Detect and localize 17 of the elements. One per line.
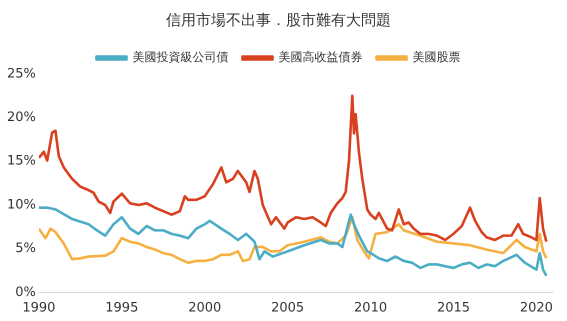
legend-label: 美國高收益債券 xyxy=(278,50,362,64)
x-tick-label: 2020 xyxy=(520,300,553,316)
legend-label: 美國股票 xyxy=(412,50,460,64)
x-tick-label: 2000 xyxy=(188,300,222,316)
x-tick-label: 1990 xyxy=(22,300,56,316)
y-tick-label: 25% xyxy=(6,66,36,82)
y-tick-label: 10% xyxy=(6,197,36,212)
x-tick-label: 1995 xyxy=(105,300,138,316)
x-tick-label: 2015 xyxy=(436,300,470,316)
y-tick-label: 0% xyxy=(15,284,36,300)
chart-title: 信用市場不出事．股市難有大問題 xyxy=(166,10,391,29)
y-tick-label: 20% xyxy=(6,110,36,126)
x-tick-label: 2005 xyxy=(271,300,304,316)
x-tick-label: 2010 xyxy=(354,300,388,316)
y-tick-label: 15% xyxy=(6,154,36,169)
legend-label: 美國投資級公司債 xyxy=(132,50,228,64)
y-tick-label: 5% xyxy=(15,241,36,256)
